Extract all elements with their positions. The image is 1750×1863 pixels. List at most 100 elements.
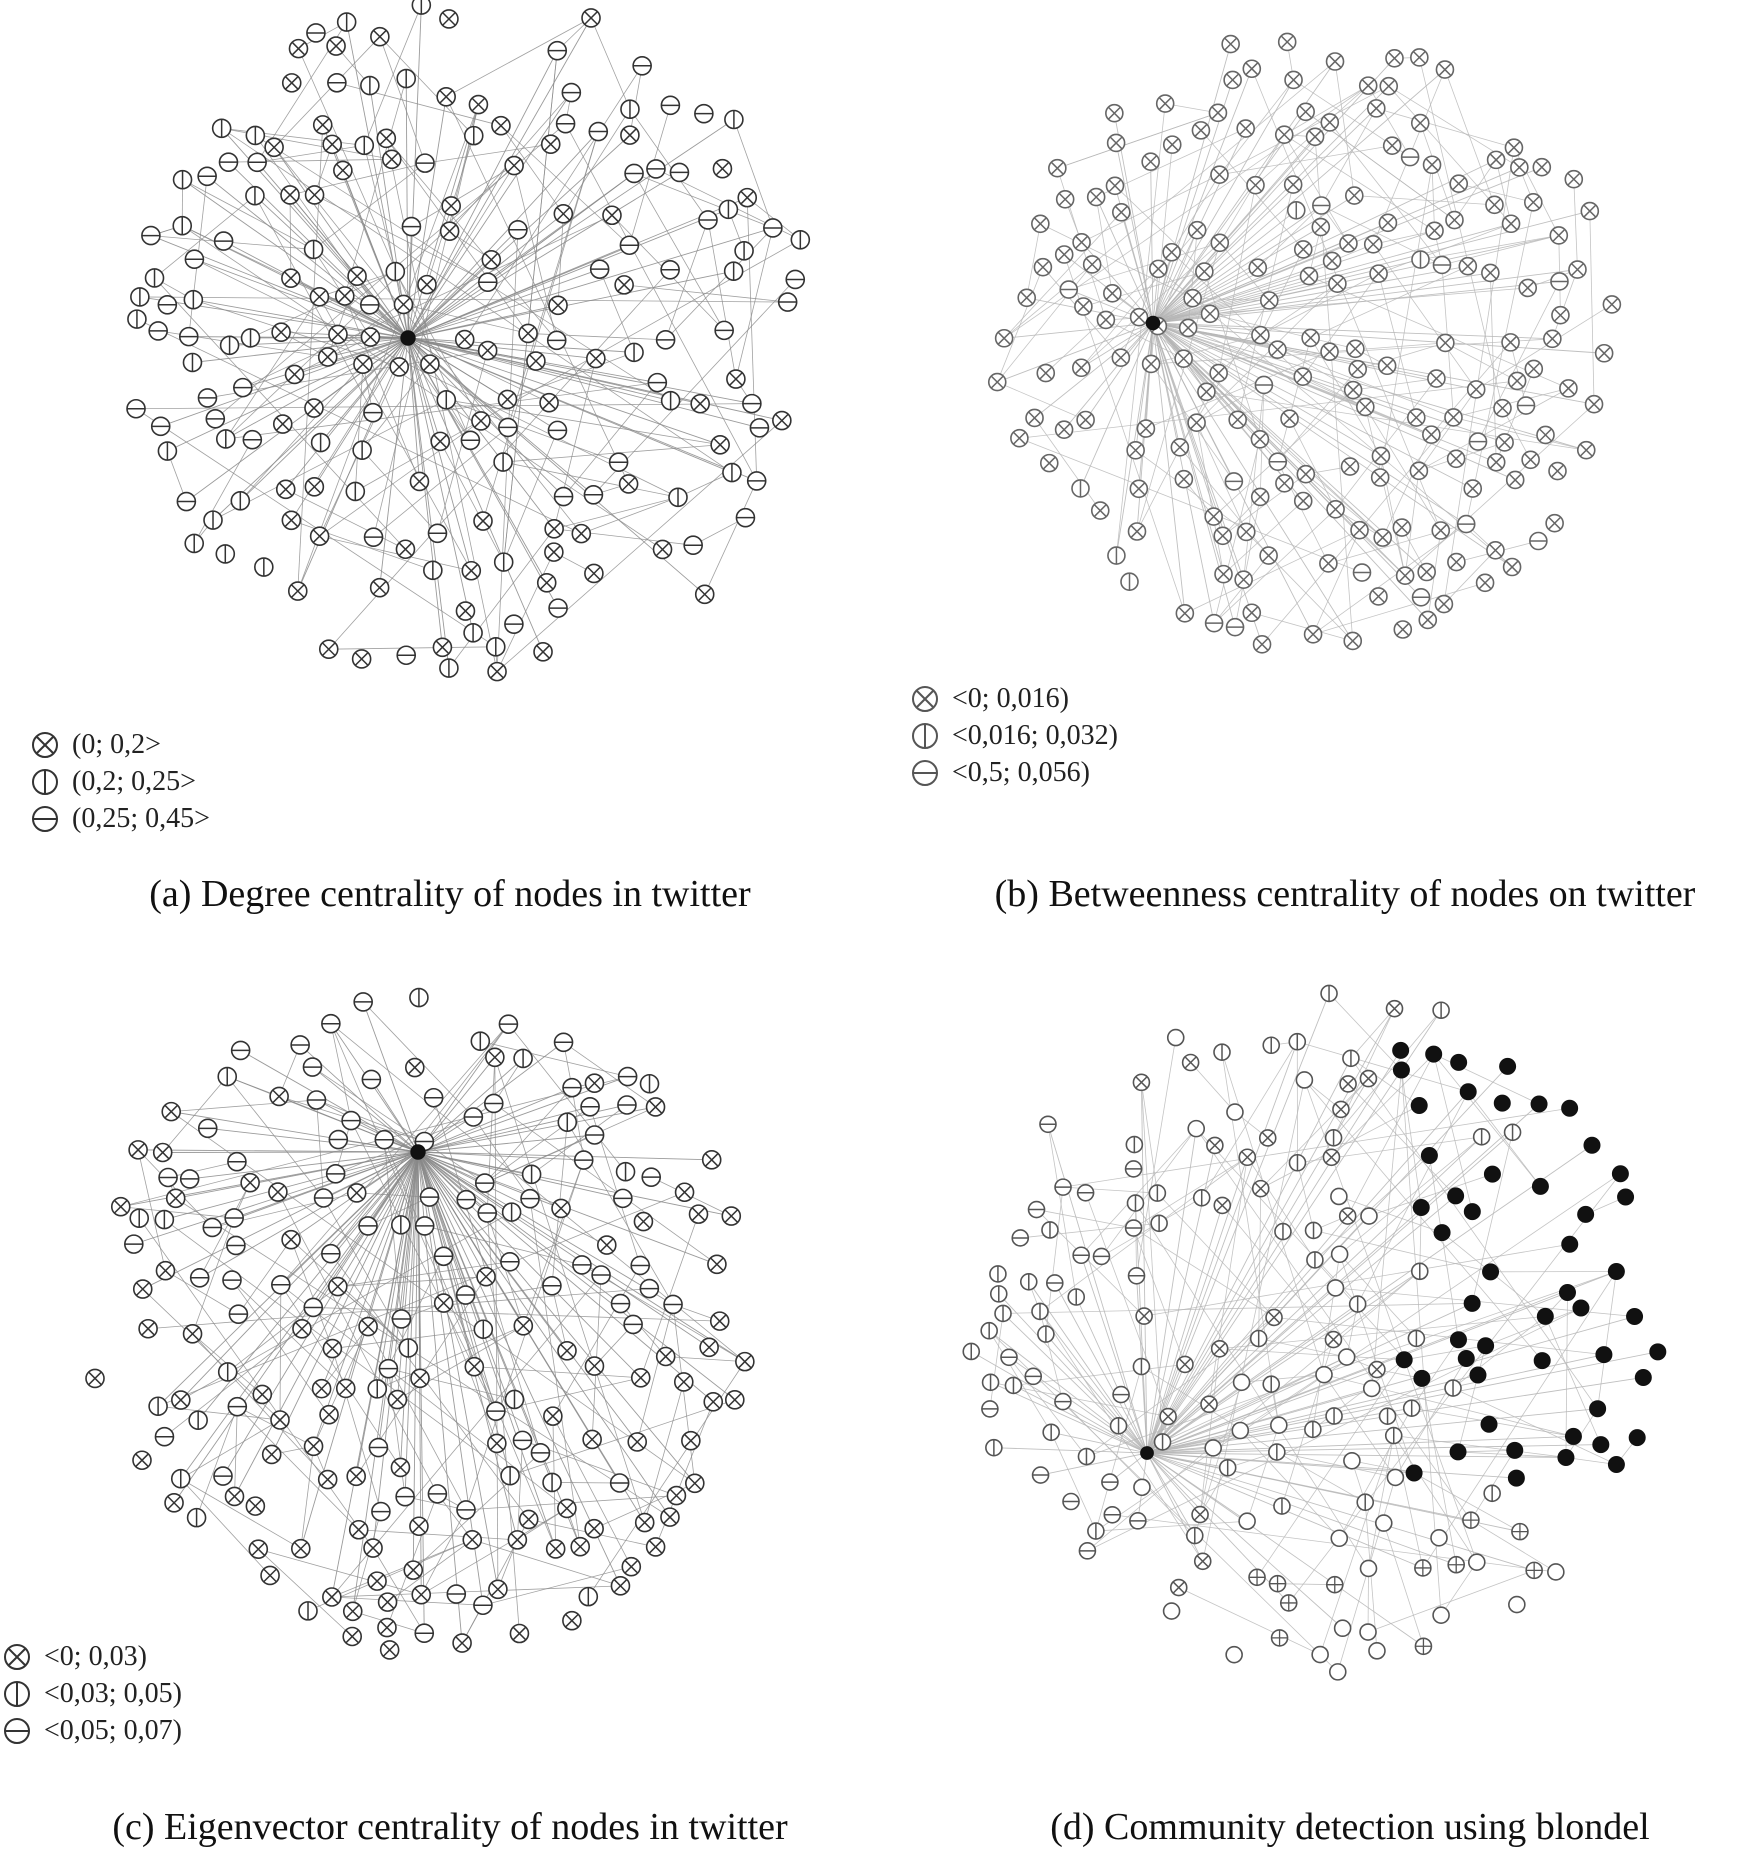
graph-node (1315, 1365, 1333, 1384)
caption-d: (d) Community detection using blondel (1050, 1806, 1650, 1848)
graph-node (409, 987, 429, 1008)
graph-node (1431, 521, 1451, 540)
graph-node (1511, 1522, 1529, 1541)
graph-node (179, 1169, 200, 1189)
graph-node (1525, 1561, 1543, 1580)
graph-node (987, 372, 1007, 392)
graph-node (155, 1260, 176, 1281)
graph-node (360, 75, 380, 96)
graph-node (1214, 564, 1233, 584)
graph-node (1037, 1325, 1055, 1343)
vbar-node-icon (912, 722, 938, 749)
hbar-node-icon (4, 1717, 30, 1744)
graph-node (165, 1188, 186, 1209)
graph-node (1456, 514, 1476, 534)
graph-node (1059, 280, 1079, 299)
graph-node (1319, 554, 1338, 573)
graph-node (763, 218, 783, 238)
graph-node (645, 1537, 666, 1557)
graph-node (1048, 158, 1067, 178)
graph-node (427, 1484, 448, 1504)
graph-node (144, 268, 165, 288)
graph-node (306, 1090, 327, 1110)
graph-node (1129, 479, 1149, 499)
network-graph-degree-centrality (126, 0, 811, 682)
graph-node (1330, 1529, 1349, 1548)
graph-node (615, 1161, 636, 1182)
graph-node (454, 329, 475, 350)
graph-node (1561, 1235, 1579, 1253)
graph-node (487, 1433, 507, 1454)
graph-node (317, 347, 338, 367)
graph-node (197, 1118, 218, 1139)
graph-node (1311, 217, 1331, 237)
graph-node (1025, 408, 1044, 428)
graph-node (1458, 256, 1478, 276)
graph-node (359, 295, 380, 315)
graph-node (504, 614, 524, 634)
graph-node (1141, 152, 1160, 172)
graph-node (1358, 76, 1378, 95)
graph-node (1370, 468, 1390, 487)
graph-node (1330, 1245, 1349, 1264)
graph-node (1268, 1574, 1287, 1593)
graph-node (1409, 461, 1429, 481)
graph-node (227, 1151, 247, 1172)
graph-node (1275, 474, 1294, 493)
graph-node (474, 1173, 495, 1193)
graph-node (460, 430, 481, 451)
graph-node (1242, 603, 1262, 623)
graph-node (581, 8, 601, 28)
graph-node (1450, 1053, 1468, 1071)
graph-node (1430, 1529, 1448, 1547)
graph-node (1584, 394, 1604, 414)
graph-node (341, 1110, 361, 1131)
graph-node (1209, 363, 1228, 383)
panel-c: <0; 0,03) <0,03; 0,05) <0,05; 0,07) (4, 960, 880, 1780)
graph-node (335, 1378, 356, 1399)
graph-node (1350, 520, 1369, 540)
graph-node (1524, 359, 1544, 379)
graph-nodes (962, 984, 1667, 1681)
graph-node (1466, 380, 1486, 399)
graph-node (248, 1539, 269, 1559)
graph-node (379, 1640, 400, 1660)
graph-node (378, 1358, 399, 1379)
graph-node (409, 1516, 429, 1537)
graph-node (1339, 1075, 1357, 1093)
graph-node (288, 38, 309, 59)
graph-node (1031, 214, 1050, 234)
graph-node (1402, 1399, 1421, 1417)
graph-node (1071, 479, 1090, 498)
graph-node (533, 642, 553, 662)
graph-node (1262, 1375, 1281, 1393)
graph-node (1326, 1279, 1345, 1297)
graph-node (1148, 1184, 1167, 1202)
graph-node (1293, 367, 1313, 386)
panel-b: <0; 0,016) <0,016; 0,032) <0,5; 0,056) (912, 0, 1740, 880)
graph-node (674, 1182, 695, 1203)
graph-node (1393, 620, 1413, 639)
graph-node (1328, 274, 1347, 294)
graph-node (319, 1404, 339, 1425)
graph-node (352, 440, 372, 460)
graph-node (645, 1097, 666, 1117)
legend-label: <0,03; 0,05) (44, 1678, 182, 1709)
graph-node (1136, 419, 1156, 438)
graph-node (304, 398, 324, 418)
graph-node (542, 1472, 562, 1493)
graph-node (1536, 425, 1555, 445)
graph-node (403, 1560, 424, 1580)
graph-node (1288, 1153, 1307, 1172)
graph-node (785, 269, 806, 290)
legend-label: <0,5; 0,056) (952, 757, 1090, 788)
graph-node (1533, 1352, 1551, 1370)
graph-node (304, 477, 325, 497)
graph-node (630, 1255, 651, 1276)
graph-node (735, 507, 756, 528)
graph-node (1027, 1200, 1046, 1219)
graph-node (219, 335, 240, 356)
network-graph-eigenvector-centrality (85, 987, 755, 1660)
graph-node (1395, 566, 1415, 586)
graph-node (1175, 604, 1195, 623)
